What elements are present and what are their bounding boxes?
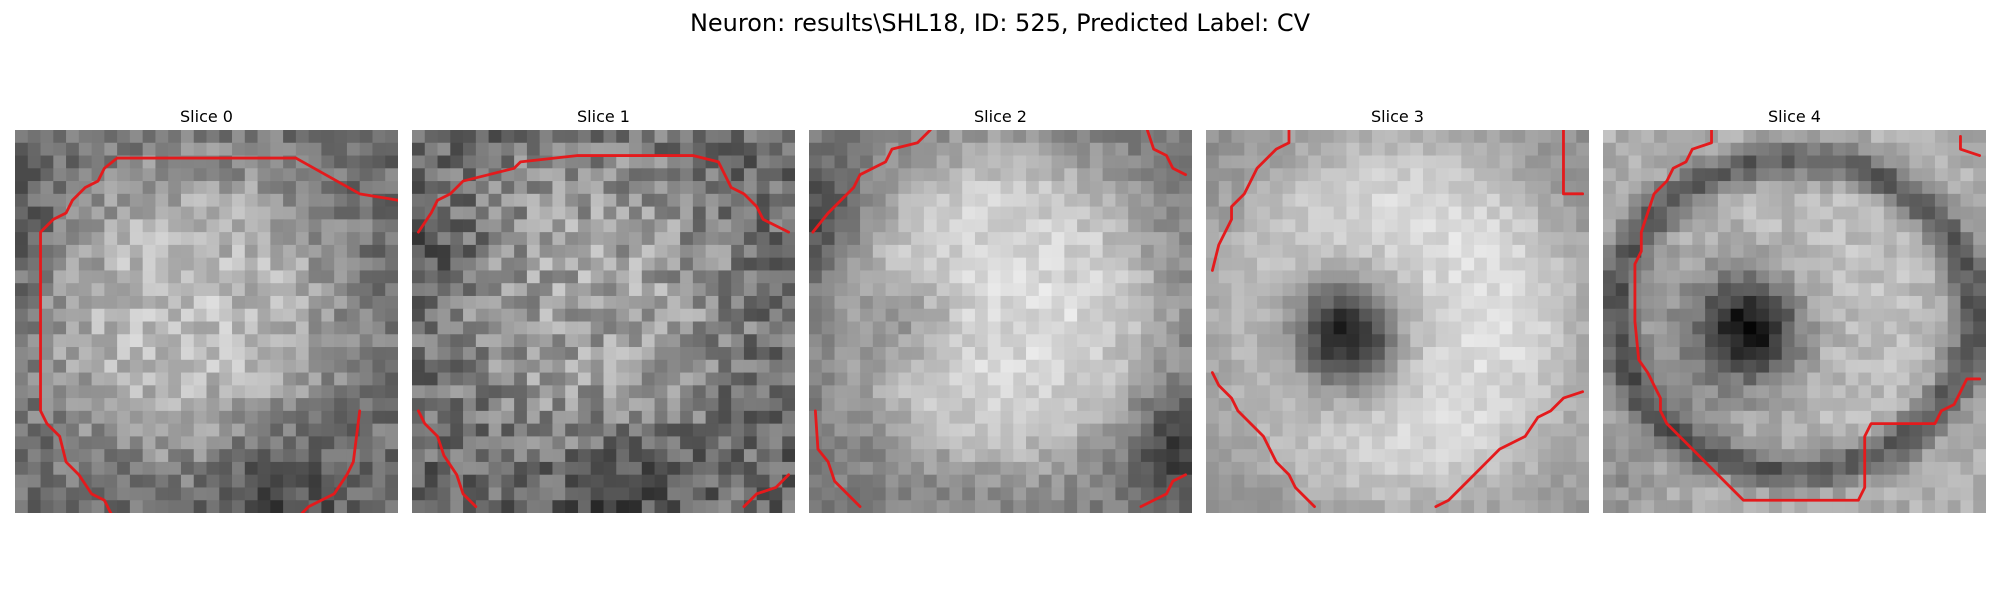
- slice-title-1: Slice 1: [412, 106, 795, 128]
- slice-panel-2: Slice 2: [809, 106, 1192, 513]
- pixel-grid-2: [809, 130, 1192, 513]
- slice-panel-1: Slice 1: [412, 106, 795, 513]
- figure-title: Neuron: results\SHL18, ID: 525, Predicte…: [0, 6, 2000, 40]
- slice-image-0: [15, 130, 398, 513]
- pixel-grid-3: [1206, 130, 1589, 513]
- slice-title-0: Slice 0: [15, 106, 398, 128]
- slice-image-1: [412, 130, 795, 513]
- slice-image-4: [1603, 130, 1986, 513]
- pixel-grid-0: [15, 130, 398, 513]
- slice-title-4: Slice 4: [1603, 106, 1986, 128]
- slice-title-3: Slice 3: [1206, 106, 1589, 128]
- slice-panel-3: Slice 3: [1206, 106, 1589, 513]
- slice-image-2: [809, 130, 1192, 513]
- slice-panel-0: Slice 0: [15, 106, 398, 513]
- pixel-grid-1: [412, 130, 795, 513]
- slice-image-3: [1206, 130, 1589, 513]
- slice-panel-4: Slice 4: [1603, 106, 1986, 513]
- slice-title-2: Slice 2: [809, 106, 1192, 128]
